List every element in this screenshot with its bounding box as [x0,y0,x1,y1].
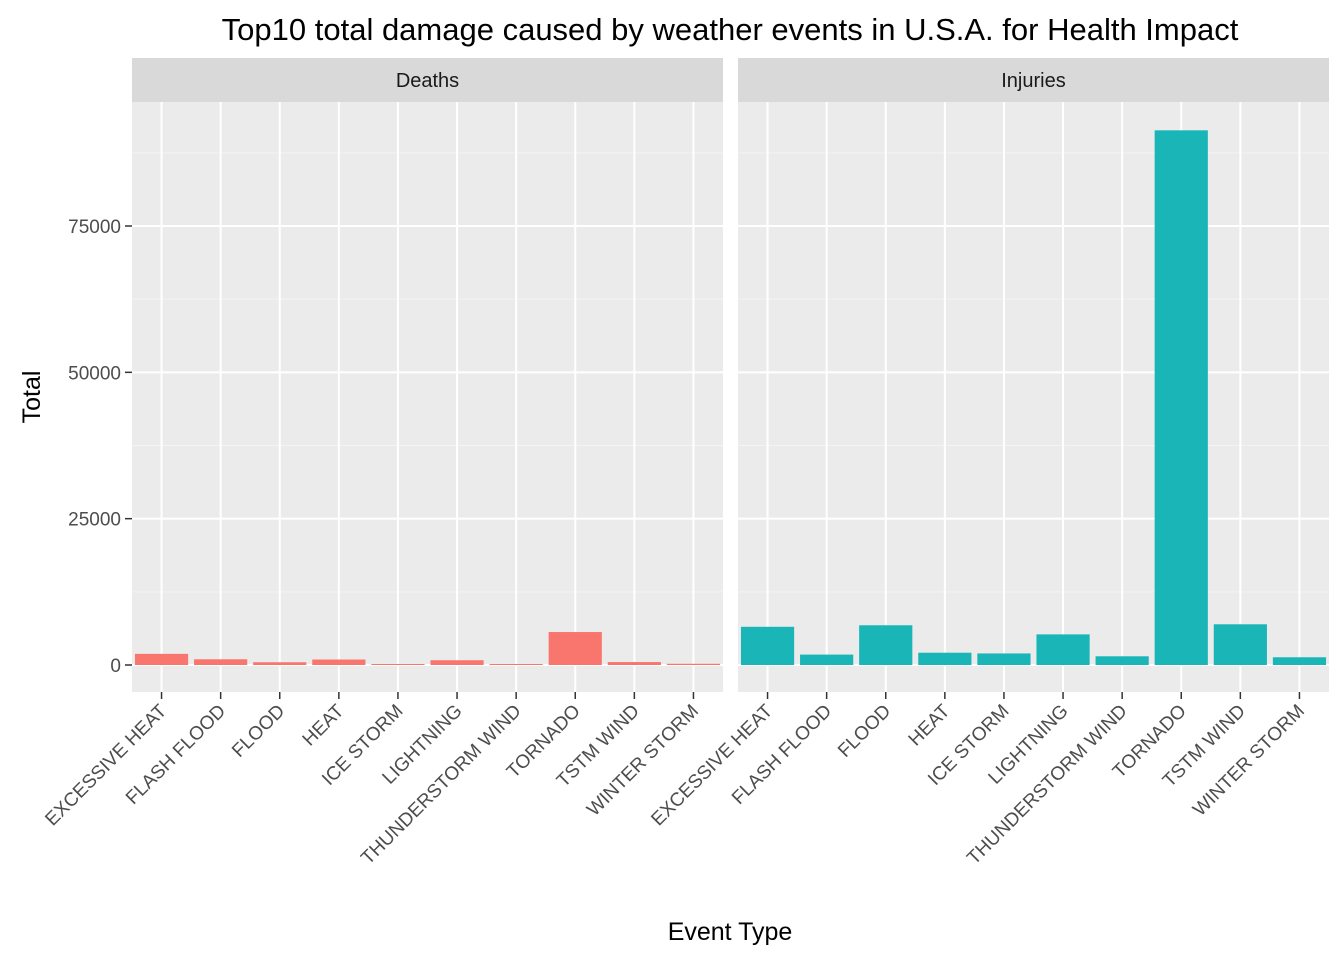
bar-deaths-winter-storm [666,663,721,665]
x-axis-title: Event Type [668,918,793,946]
bar-injuries-excessive-heat [740,626,795,665]
panel-background [738,102,1329,692]
x-tick-label: FLASH FLOOD [728,701,836,809]
y-axis: 0 25000 50000 75000 [68,217,132,677]
panel-background [132,102,723,692]
x-tick-label: FLOOD [228,701,289,762]
y-tick-label: 50000 [68,363,121,384]
bar-injuries-lightning [1036,634,1090,665]
bar-deaths-tstm-wind [607,662,661,665]
y-tick-label: 75000 [68,217,121,238]
y-tick-label: 25000 [68,510,121,531]
x-tick-label: HEAT [299,700,349,750]
bar-injuries-tstm-wind [1213,624,1267,665]
facet-strip [132,58,723,102]
bar-injuries-ice-storm [977,653,1031,665]
x-tick-label: WINTER STORM [1189,701,1309,821]
x-tick-label: FLASH FLOOD [122,701,230,809]
facet-strip-label: Deaths [396,70,459,92]
facet-strip-label: Injuries [1001,70,1065,92]
bar-injuries-winter-storm [1272,657,1327,665]
chart-title: Top10 total damage caused by weather eve… [222,12,1239,47]
bar-deaths-tornado [548,632,602,665]
bar-injuries-flood [859,625,913,665]
bar-deaths-heat [312,659,366,665]
bar-injuries-flash-flood [800,654,854,665]
bar-injuries-tornado [1154,130,1208,665]
x-tick-label: FLOOD [834,701,895,762]
x-tick-label: HEAT [905,700,955,750]
bar-deaths-flood [253,662,307,665]
y-tick-label: 0 [110,656,121,677]
bar-deaths-excessive-heat [134,653,189,665]
facet-strip [738,58,1329,102]
bar-deaths-lightning [430,660,484,665]
bar-deaths-thunderstorm-wind [489,664,543,665]
bar-deaths-flash-flood [194,659,248,665]
bar-injuries-thunderstorm-wind [1095,656,1149,665]
y-axis-title: Total [18,371,46,424]
bar-deaths-ice-storm [371,664,425,665]
bar-injuries-heat [918,652,972,665]
